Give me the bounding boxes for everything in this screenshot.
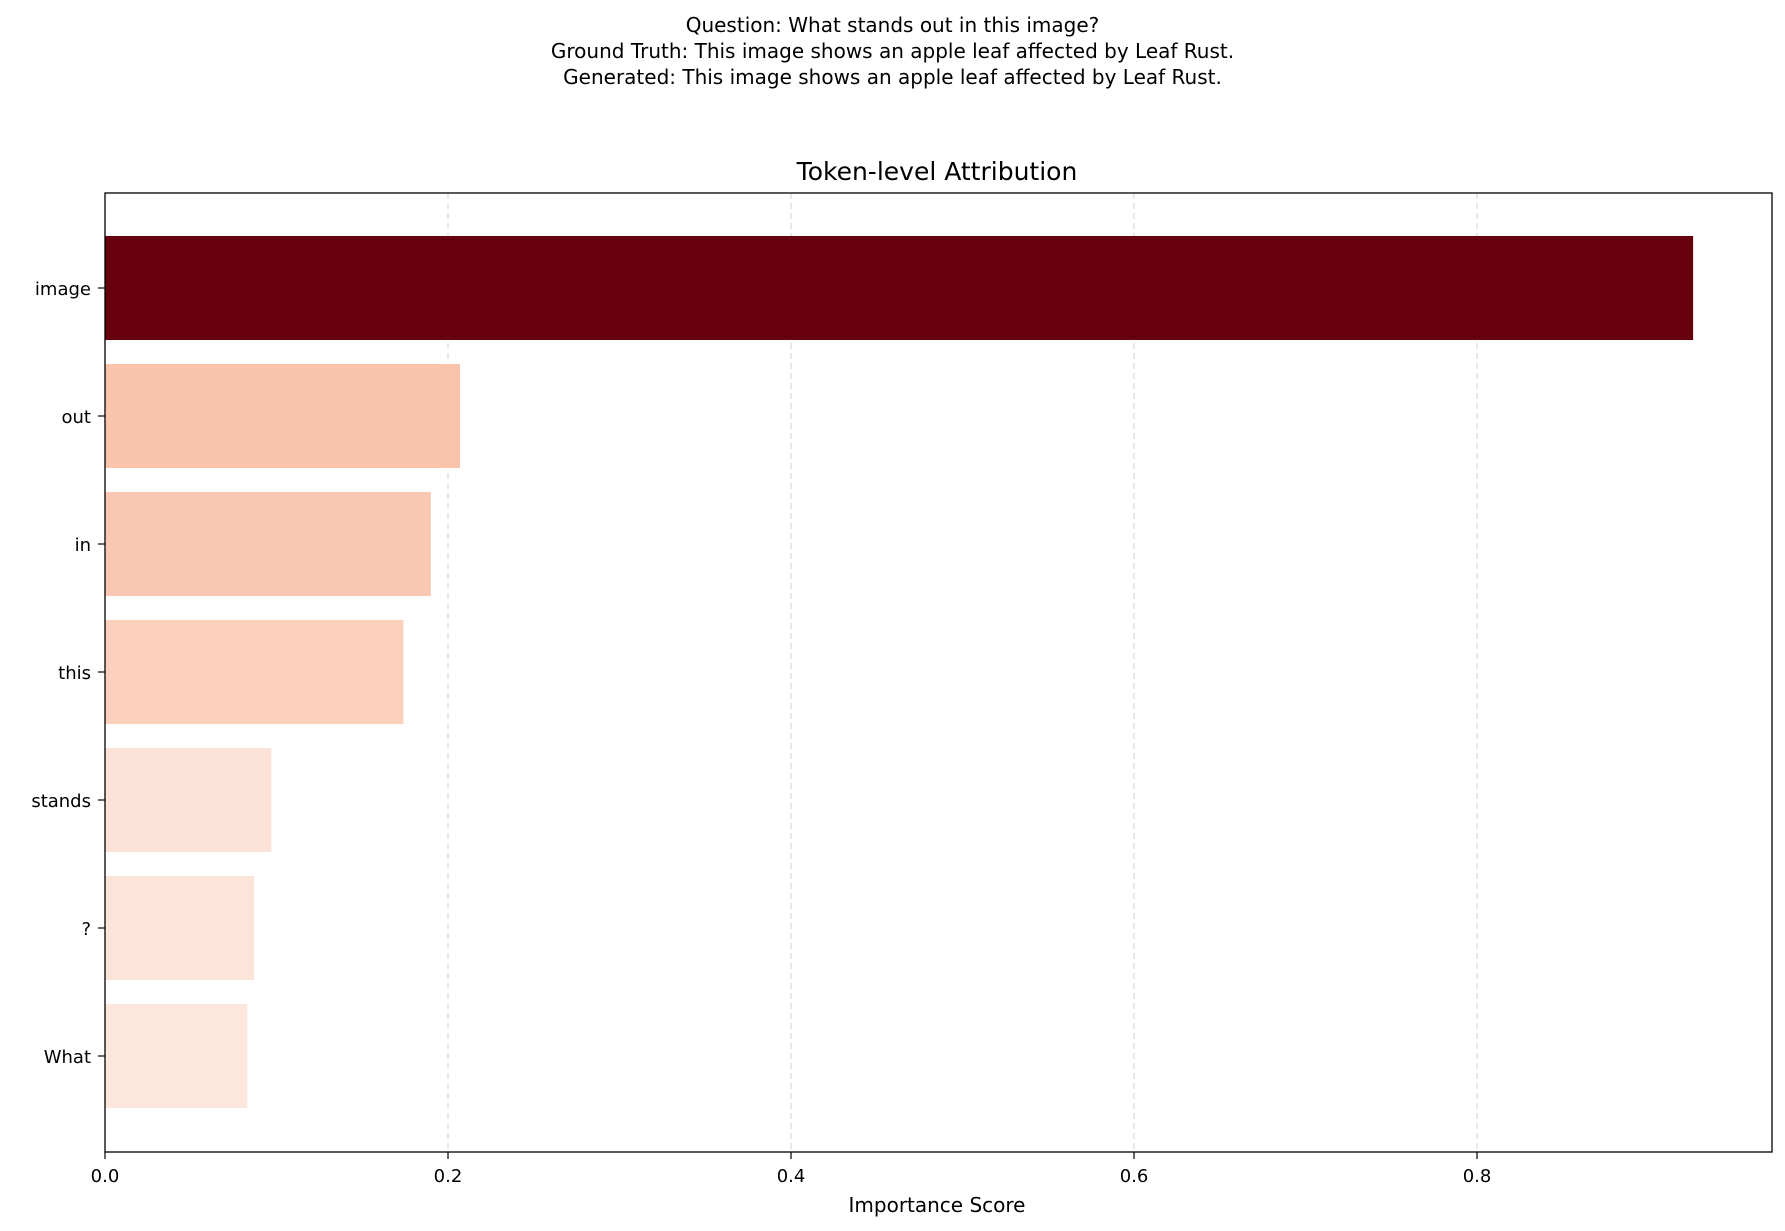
bars (105, 236, 1694, 1108)
x-tick-label: 0.0 (91, 1166, 120, 1187)
y-tick-label: ? (81, 919, 91, 940)
bar-? (105, 876, 255, 980)
x-axis: 0.0 0.2 0.4 0.6 0.8 (91, 1152, 1492, 1187)
x-tick-label: 0.2 (434, 1166, 463, 1187)
figure-title: Question: What stands out in this image?… (0, 12, 1785, 90)
y-tick-label: What (44, 1047, 91, 1068)
bar-this (105, 620, 404, 724)
x-tick-label: 0.4 (777, 1166, 806, 1187)
x-tick-label: 0.8 (1463, 1166, 1492, 1187)
y-tick-label: stands (31, 791, 91, 812)
y-axis: image out in this stands? What (31, 279, 105, 1068)
bar-out (105, 364, 461, 468)
y-tick-label: image (35, 279, 91, 300)
bar-in (105, 492, 431, 596)
generated-line: Generated: This image shows an apple lea… (563, 65, 1222, 89)
chart-title: Token-level Attribution (796, 157, 1078, 186)
ground-truth-line: Ground Truth: This image shows an apple … (550, 39, 1235, 63)
y-tick-label: this (58, 663, 91, 684)
y-tick-label: out (62, 407, 91, 428)
question-line: Question: What stands out in this image? (685, 13, 1100, 37)
bar-image (105, 236, 1694, 340)
y-tick-label: in (75, 535, 91, 556)
bar-What (105, 1004, 248, 1108)
x-tick-label: 0.6 (1120, 1166, 1149, 1187)
bar-stands (105, 748, 272, 852)
x-axis-label: Importance Score (849, 1193, 1026, 1217)
